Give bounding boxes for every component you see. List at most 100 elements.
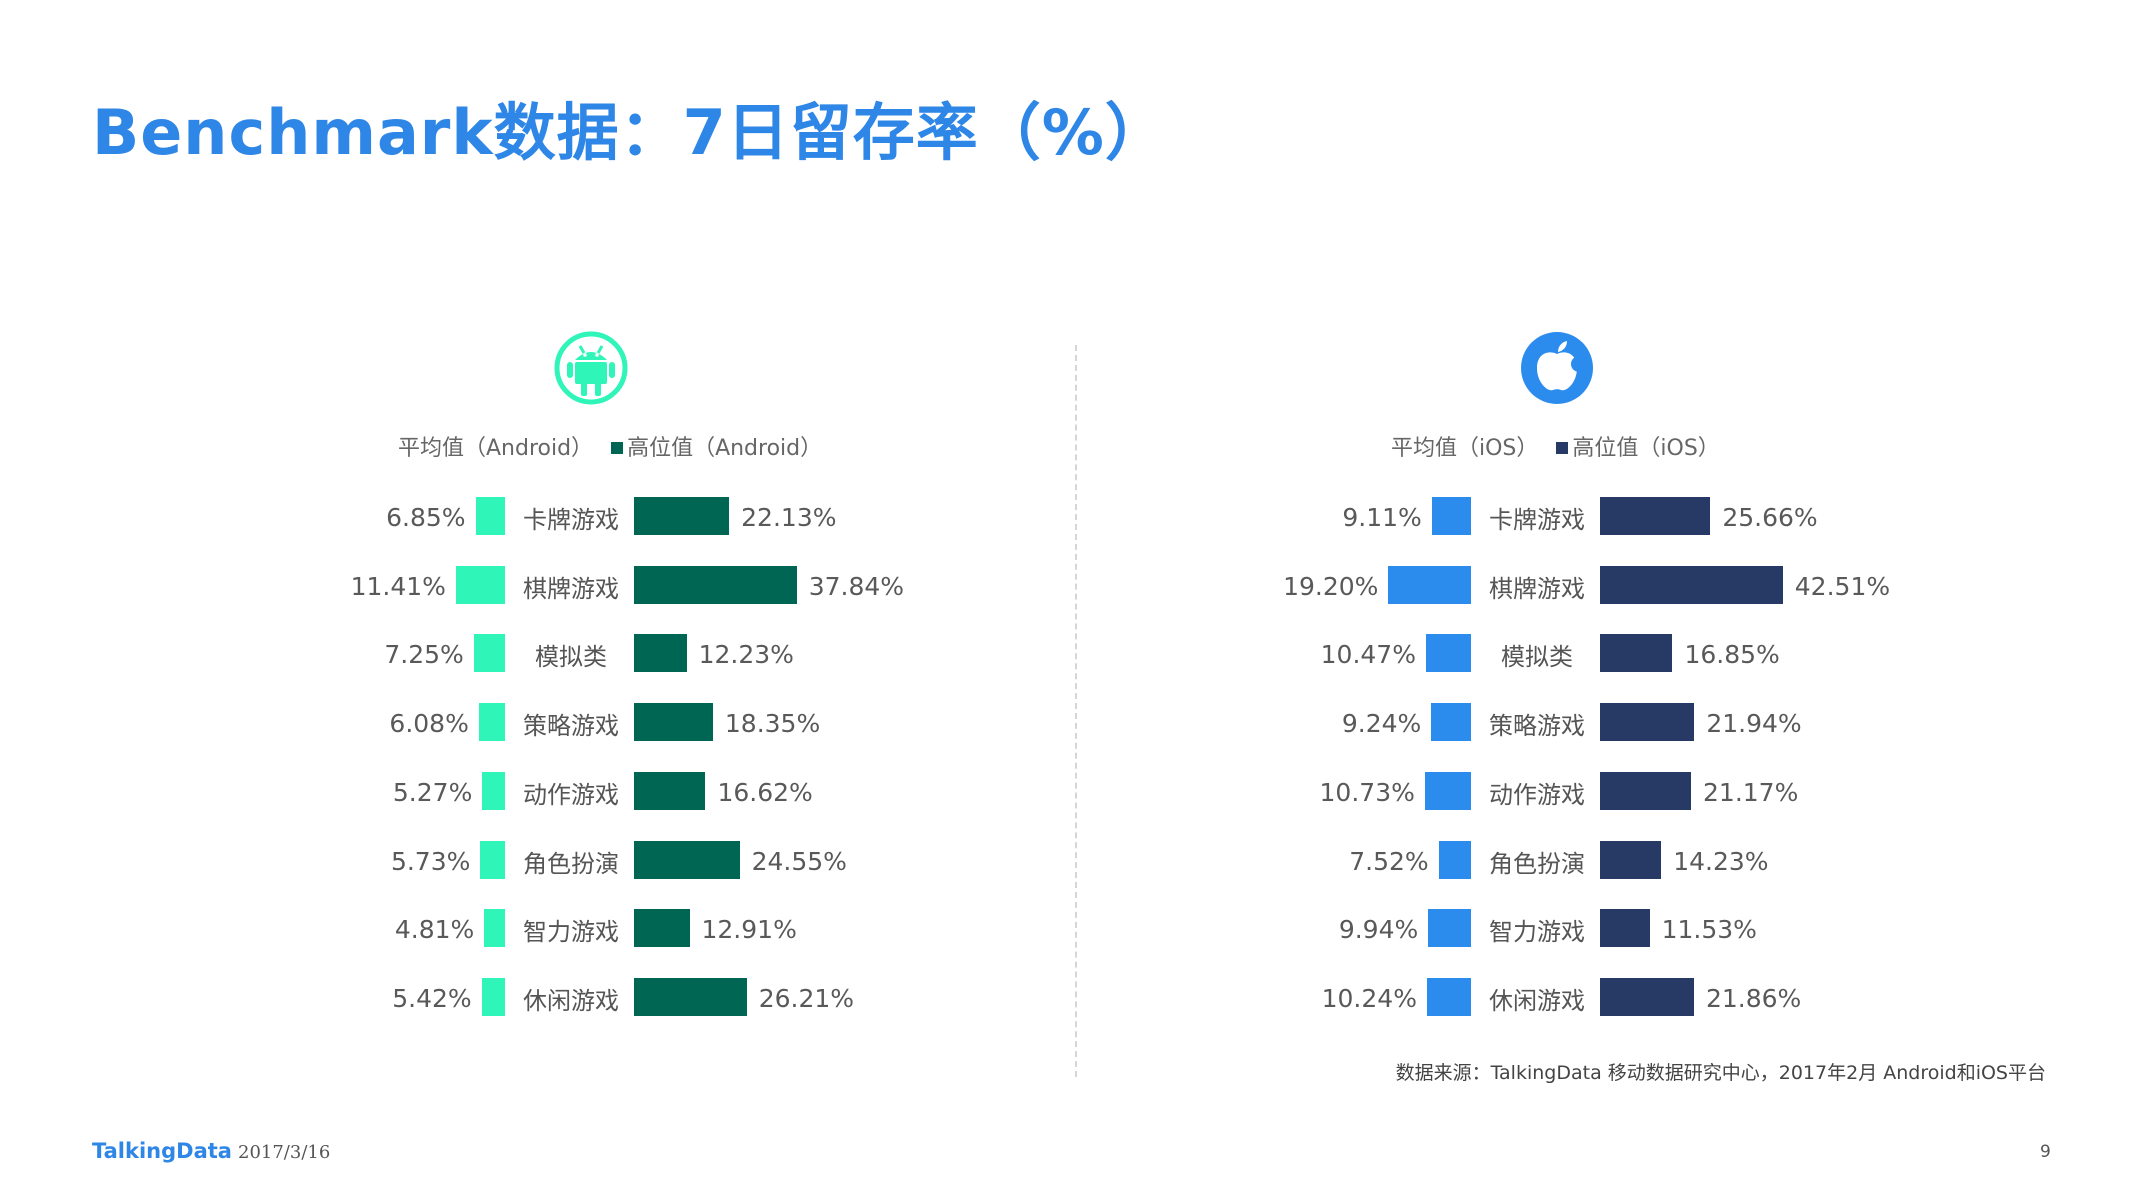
avg-bar bbox=[481, 978, 505, 1016]
avg-bar bbox=[1428, 909, 1471, 947]
avg-value-label: 9.94% bbox=[1338, 915, 1419, 944]
avg-bar bbox=[1431, 497, 1471, 535]
avg-bar bbox=[478, 703, 505, 741]
avg-bar bbox=[473, 634, 505, 672]
high-bar bbox=[634, 841, 740, 879]
category-label: 角色扮演 bbox=[1489, 850, 1585, 878]
high-value-label: 12.23% bbox=[698, 640, 794, 669]
category-label: 卡牌游戏 bbox=[523, 506, 619, 534]
avg-bar bbox=[1438, 841, 1471, 879]
footer-date: 2017/3/16 bbox=[238, 1142, 331, 1163]
category-label: 策略游戏 bbox=[523, 712, 619, 740]
legend-avg: 平均值（iOS） bbox=[1391, 436, 1539, 461]
legend-high-swatch bbox=[1556, 442, 1569, 454]
avg-value-label: 11.41% bbox=[350, 572, 446, 601]
high-value-label: 42.51% bbox=[1794, 572, 1891, 601]
category-label: 动作游戏 bbox=[1489, 781, 1585, 809]
data-source-note: 数据来源：TalkingData 移动数据研究中心，2017年2月 Androi… bbox=[1395, 1062, 2046, 1084]
apple-icon bbox=[1521, 332, 1593, 404]
avg-value-label: 5.27% bbox=[392, 778, 473, 807]
legend-high-label: 高位值（iOS） bbox=[1572, 436, 1720, 461]
avg-value-label: 10.24% bbox=[1321, 984, 1417, 1013]
high-value-label: 21.94% bbox=[1706, 709, 1802, 738]
avg-bar bbox=[475, 497, 505, 535]
high-value-label: 21.86% bbox=[1705, 984, 1802, 1013]
high-bar bbox=[634, 909, 690, 947]
high-value-label: 16.62% bbox=[717, 778, 813, 807]
high-bar bbox=[1600, 909, 1650, 947]
high-bar bbox=[634, 978, 747, 1016]
high-value-label: 26.21% bbox=[758, 984, 855, 1013]
high-bar bbox=[1600, 772, 1692, 810]
high-value-label: 11.53% bbox=[1661, 915, 1757, 944]
category-label: 动作游戏 bbox=[523, 781, 619, 809]
avg-value-label: 5.73% bbox=[390, 847, 471, 876]
category-label: 休闲游戏 bbox=[1489, 987, 1585, 1015]
high-value-label: 24.55% bbox=[751, 847, 847, 876]
avg-bar bbox=[1431, 703, 1471, 741]
avg-bar bbox=[482, 772, 505, 810]
avg-value-label: 9.24% bbox=[1341, 709, 1422, 738]
page-title: Benchmark数据：7日留存率（%） bbox=[92, 96, 1168, 169]
category-label: 棋牌游戏 bbox=[1489, 575, 1585, 603]
high-bar bbox=[1600, 634, 1673, 672]
page-number: 9 bbox=[2040, 1142, 2051, 1162]
android-chart-panel: 平均值（Android） 高位值（Android） 卡牌游戏 6.85% 22.13%… bbox=[0, 0, 1065, 1198]
chart-legend: 平均值（iOS） 高位值（iOS） bbox=[1391, 430, 1720, 462]
avg-bar bbox=[480, 841, 505, 879]
legend-high-label: 高位值（Android） bbox=[627, 436, 823, 461]
high-bar bbox=[634, 497, 730, 535]
high-bar bbox=[1600, 703, 1695, 741]
avg-value-label: 5.42% bbox=[392, 984, 472, 1013]
footer-logo: TalkingData bbox=[92, 1139, 232, 1163]
category-label: 休闲游戏 bbox=[523, 987, 619, 1015]
category-label: 卡牌游戏 bbox=[1489, 506, 1585, 534]
avg-bar bbox=[455, 566, 505, 604]
legend-high: 高位值（Android） bbox=[611, 436, 822, 461]
category-label: 智力游戏 bbox=[523, 918, 619, 946]
avg-value-label: 6.85% bbox=[386, 503, 466, 532]
high-bar bbox=[1600, 841, 1662, 879]
avg-bar bbox=[484, 909, 505, 947]
avg-value-label: 4.81% bbox=[394, 915, 475, 944]
avg-bar bbox=[1426, 978, 1471, 1016]
high-value-label: 16.85% bbox=[1684, 640, 1780, 669]
high-bar bbox=[634, 703, 713, 741]
legend-avg: 平均值（Android） bbox=[398, 436, 594, 461]
category-label: 棋牌游戏 bbox=[523, 575, 619, 603]
android-icon bbox=[554, 331, 628, 405]
category-label: 模拟类 bbox=[535, 643, 607, 671]
high-bar bbox=[1600, 978, 1694, 1016]
avg-value-label: 9.11% bbox=[1342, 503, 1422, 532]
avg-value-label: 7.52% bbox=[1349, 847, 1429, 876]
high-bar bbox=[634, 566, 797, 604]
legend-high: 高位值（iOS） bbox=[1556, 436, 1720, 461]
high-value-label: 18.35% bbox=[724, 709, 821, 738]
high-value-label: 14.23% bbox=[1673, 847, 1769, 876]
high-value-label: 37.84% bbox=[808, 572, 905, 601]
avg-bar bbox=[1424, 772, 1471, 810]
avg-value-label: 10.73% bbox=[1319, 778, 1415, 807]
avg-value-label: 19.20% bbox=[1283, 572, 1379, 601]
legend-high-swatch bbox=[611, 442, 624, 454]
avg-value-label: 6.08% bbox=[389, 709, 469, 738]
avg-bar bbox=[1388, 566, 1471, 604]
category-label: 策略游戏 bbox=[1489, 712, 1585, 740]
panel-divider bbox=[1075, 345, 1077, 1077]
high-value-label: 25.66% bbox=[1722, 503, 1818, 532]
chart-legend: 平均值（Android） 高位值（Android） bbox=[398, 430, 822, 462]
high-value-label: 21.17% bbox=[1703, 778, 1799, 807]
category-label: 角色扮演 bbox=[523, 850, 619, 878]
category-label: 智力游戏 bbox=[1489, 918, 1585, 946]
avg-value-label: 10.47% bbox=[1320, 640, 1416, 669]
avg-bar bbox=[1425, 634, 1471, 672]
high-bar bbox=[634, 634, 687, 672]
ios-chart-panel: 平均值（iOS） 高位值（iOS） 卡牌游戏 9.11% 25.66% 棋牌游戏 19.2… bbox=[966, 0, 2031, 1198]
high-value-label: 12.91% bbox=[701, 915, 797, 944]
high-value-label: 22.13% bbox=[741, 503, 837, 532]
high-bar bbox=[1600, 566, 1783, 604]
high-bar bbox=[634, 772, 706, 810]
avg-value-label: 7.25% bbox=[384, 640, 464, 669]
category-label: 模拟类 bbox=[1501, 643, 1573, 671]
high-bar bbox=[1600, 497, 1711, 535]
